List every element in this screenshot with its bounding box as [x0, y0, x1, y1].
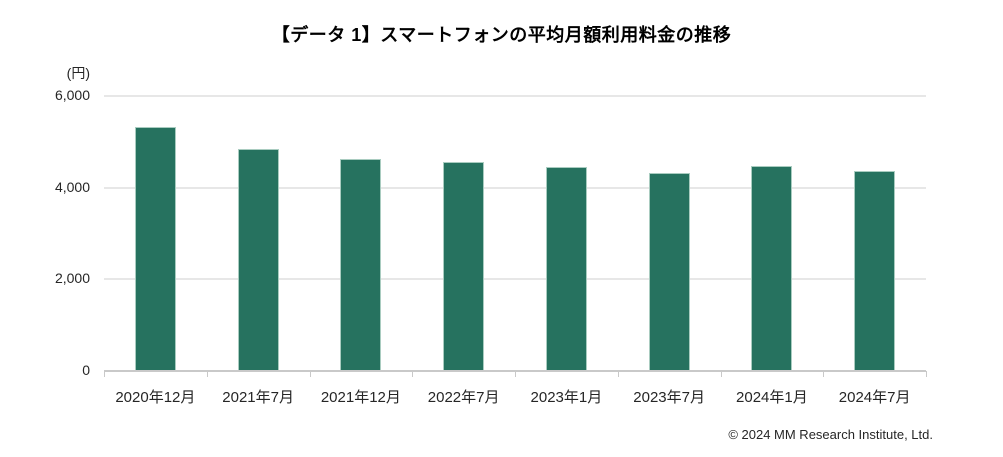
chart-bar — [648, 173, 690, 371]
y-tick-label: 4,000 — [54, 178, 90, 195]
y-tick-label: 0 — [82, 362, 90, 378]
chart-bar — [545, 166, 587, 371]
bar-slot — [515, 96, 618, 371]
bar-slot — [721, 96, 824, 371]
axis-tick — [515, 371, 516, 377]
x-axis-label: 2024年1月 — [736, 389, 808, 406]
bar-slot — [412, 96, 515, 371]
axis-tick — [926, 371, 927, 377]
x-axis-label: 2024年7月 — [838, 389, 911, 406]
gridline — [104, 186, 926, 189]
axis-tick — [104, 371, 105, 377]
bar-slot — [104, 96, 207, 371]
x-axis-labels: 2020年12月 2021年7月 2021年12月 2022年7月 2023年1月 202… — [104, 386, 926, 407]
chart-bar — [443, 162, 485, 371]
bar-slot — [310, 96, 413, 371]
chart-bar — [134, 126, 176, 371]
axis-tick — [206, 371, 208, 377]
plot-area — [104, 95, 927, 377]
x-axis-label: 2021年7月 — [222, 389, 294, 406]
copyright-text: © 2024 MM Research Institute, Ltd. — [728, 427, 933, 442]
x-axis-label: 2022年7月 — [427, 389, 500, 406]
gridline — [104, 278, 926, 281]
chart-bar — [854, 171, 896, 371]
axis-tick — [617, 371, 619, 377]
chart-bar — [751, 165, 793, 371]
x-axis-label: 2021年12月 — [320, 389, 401, 406]
axis-tick — [309, 371, 311, 377]
y-tick-label: 2,000 — [54, 270, 90, 287]
x-axis-label: 2023年1月 — [530, 389, 603, 406]
chart-bar — [237, 148, 279, 371]
bar-slot — [823, 96, 926, 371]
axis-tick — [720, 371, 722, 377]
bar-slot — [207, 96, 310, 371]
axis-tick — [412, 371, 414, 377]
y-axis-unit-label: (円) — [66, 65, 90, 81]
chart-title: 【データ 1】スマートフォンの平均月額利用料金の推移 — [271, 25, 732, 45]
x-axis-label: 2023年7月 — [633, 389, 705, 406]
bar-series — [104, 96, 926, 371]
gridline — [104, 95, 926, 97]
x-axis-label: 2020年12月 — [115, 389, 196, 406]
y-tick-label: 6,000 — [54, 87, 90, 103]
bar-slot — [618, 96, 721, 371]
axis-tick — [823, 371, 825, 377]
chart-bar — [340, 159, 382, 371]
